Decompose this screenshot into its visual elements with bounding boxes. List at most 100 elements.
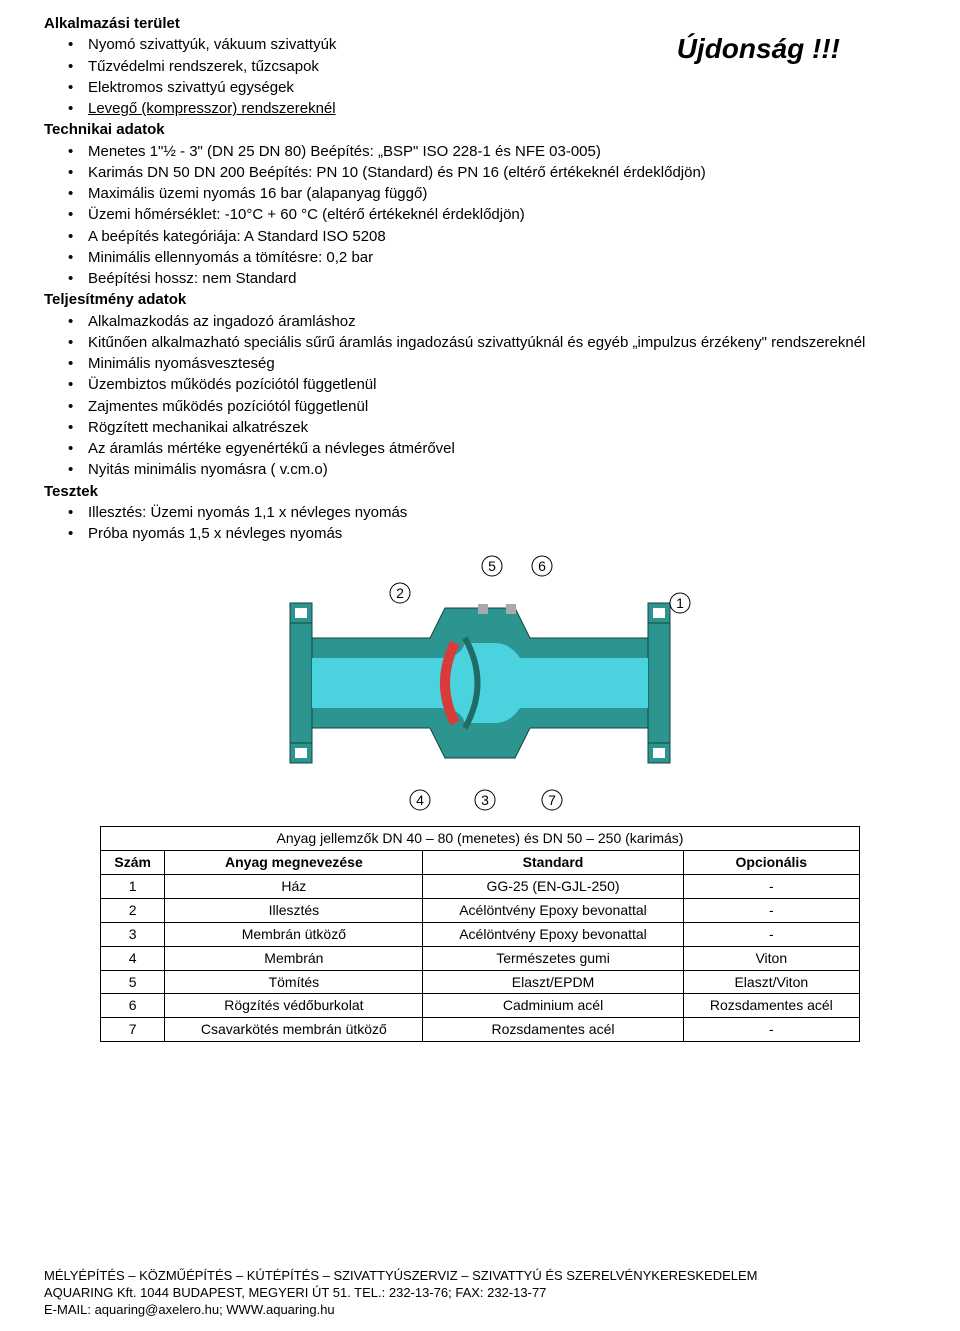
table-cell: Ház xyxy=(165,875,423,899)
page-footer: MÉLYÉPÍTÉS – KÖZMŰÉPÍTÉS – KÚTÉPÍTÉS – S… xyxy=(44,1268,916,1319)
table-cell: Elaszt/Viton xyxy=(683,970,859,994)
callout-3: 3 xyxy=(481,792,489,808)
performance-data-list: Alkalmazkodás az ingadozó áramláshoz Kit… xyxy=(44,312,916,481)
list-item: Az áramlás mértéke egyenértékű a névlege… xyxy=(88,439,916,459)
list-item-text: Zajmentes működés pozíciótól függetlenül xyxy=(88,398,368,415)
table-cell: - xyxy=(683,922,859,946)
table-cell: 6 xyxy=(101,994,165,1018)
materials-table: Anyag jellemzők DN 40 – 80 (menetes) és … xyxy=(100,826,860,1042)
list-item-text: Karimás DN 50 DN 200 Beépítés: PN 10 (St… xyxy=(88,164,706,181)
list-item-text: Kitűnően alkalmazható speciális sűrű ára… xyxy=(88,334,865,351)
list-item: Levegő (kompresszor) rendszereknél xyxy=(88,99,916,119)
list-item-text: Üzembiztos működés pozíciótól függetlenü… xyxy=(88,376,377,393)
list-item: Maximális üzemi nyomás 16 bar (alapanyag… xyxy=(88,184,916,204)
list-item: Nyitás minimális nyomásra ( v.cm.o) xyxy=(88,460,916,480)
table-cell: 4 xyxy=(101,946,165,970)
tests-list: Illesztés: Üzemi nyomás 1,1 x névleges n… xyxy=(44,503,916,545)
table-row: 7Csavarkötés membrán ütközőRozsdamentes … xyxy=(101,1018,860,1042)
list-item: Zajmentes működés pozíciótól függetlenül xyxy=(88,397,916,417)
list-item: Próba nyomás 1,5 x névleges nyomás xyxy=(88,524,916,544)
callout-1: 1 xyxy=(676,595,684,611)
footer-line-1: MÉLYÉPÍTÉS – KÖZMŰÉPÍTÉS – KÚTÉPÍTÉS – S… xyxy=(44,1268,916,1285)
list-item: Karimás DN 50 DN 200 Beépítés: PN 10 (St… xyxy=(88,163,916,183)
table-cell: Illesztés xyxy=(165,898,423,922)
table-cell: GG-25 (EN-GJL-250) xyxy=(423,875,683,899)
callout-5: 5 xyxy=(488,558,496,574)
callout-6: 6 xyxy=(538,558,546,574)
table-cell: 7 xyxy=(101,1018,165,1042)
list-item-text: Az áramlás mértéke egyenértékű a névlege… xyxy=(88,440,455,457)
list-item-text: Levegő (kompresszor) rendszereknél xyxy=(88,100,336,117)
table-cell: Rozsdamentes acél xyxy=(683,994,859,1018)
table-row: 3Membrán ütközőAcélöntvény Epoxy bevonat… xyxy=(101,922,860,946)
table-cell: 3 xyxy=(101,922,165,946)
table-cell: - xyxy=(683,898,859,922)
table-row: 2IllesztésAcélöntvény Epoxy bevonattal- xyxy=(101,898,860,922)
col-szam: Szám xyxy=(101,851,165,875)
table-row: 4MembránTermészetes gumiViton xyxy=(101,946,860,970)
list-item: Beépítési hossz: nem Standard xyxy=(88,269,916,289)
table-cell: Viton xyxy=(683,946,859,970)
list-item-text: Menetes 1"½ - 3" (DN 25 DN 80) Beépítés:… xyxy=(88,143,601,160)
technical-data-list: Menetes 1"½ - 3" (DN 25 DN 80) Beépítés:… xyxy=(44,142,916,290)
table-cell: Membrán ütköző xyxy=(165,922,423,946)
tests-title: Tesztek xyxy=(44,482,916,502)
list-item-text: Maximális üzemi nyomás 16 bar (alapanyag… xyxy=(88,185,427,202)
col-standard: Standard xyxy=(423,851,683,875)
list-item: Illesztés: Üzemi nyomás 1,1 x névleges n… xyxy=(88,503,916,523)
list-item: A beépítés kategóriája: A Standard ISO 5… xyxy=(88,227,916,247)
list-item-text: Minimális ellennyomás a tömítésre: 0,2 b… xyxy=(88,249,373,266)
col-opcionalis: Opcionális xyxy=(683,851,859,875)
list-item-text: Üzemi hőmérséklet: -10°C + 60 °C (eltérő… xyxy=(88,206,525,223)
table-cell: Tömítés xyxy=(165,970,423,994)
table-row: 1HázGG-25 (EN-GJL-250)- xyxy=(101,875,860,899)
application-area-list: Nyomó szivattyúk, vákuum szivattyúk Tűzv… xyxy=(44,35,916,119)
callout-7: 7 xyxy=(548,792,556,808)
table-cell: 2 xyxy=(101,898,165,922)
table-cell: 1 xyxy=(101,875,165,899)
footer-line-3: E-MAIL: aquaring@axelero.hu; WWW.aquarin… xyxy=(44,1302,916,1319)
list-item-text: Tűzvédelmi rendszerek, tűzcsapok xyxy=(88,58,319,75)
callout-2: 2 xyxy=(396,585,404,601)
table-cell: Csavarkötés membrán ütköző xyxy=(165,1018,423,1042)
table-cell: Acélöntvény Epoxy bevonattal xyxy=(423,922,683,946)
list-item: Minimális ellennyomás a tömítésre: 0,2 b… xyxy=(88,248,916,268)
list-item: Minimális nyomásveszteség xyxy=(88,354,916,374)
valve-diagram: 5 6 2 1 4 3 7 xyxy=(260,548,700,818)
list-item: Üzembiztos működés pozíciótól függetlenü… xyxy=(88,375,916,395)
list-item: Tűzvédelmi rendszerek, tűzcsapok xyxy=(88,57,916,77)
list-item: Elektromos szivattyú egységek xyxy=(88,78,916,98)
list-item-text: Minimális nyomásveszteség xyxy=(88,355,275,372)
table-cell: Rozsdamentes acél xyxy=(423,1018,683,1042)
list-item: Rögzített mechanikai alkatrészek xyxy=(88,418,916,438)
list-item-text: Illesztés: Üzemi nyomás 1,1 x névleges n… xyxy=(88,504,407,521)
table-cell: 5 xyxy=(101,970,165,994)
list-item-text: Nyomó szivattyúk, vákuum szivattyúk xyxy=(88,36,336,53)
table-cell: Elaszt/EPDM xyxy=(423,970,683,994)
list-item-text: Próba nyomás 1,5 x névleges nyomás xyxy=(88,525,342,542)
list-item: Alkalmazkodás az ingadozó áramláshoz xyxy=(88,312,916,332)
table-cell: - xyxy=(683,875,859,899)
table-cell: Acélöntvény Epoxy bevonattal xyxy=(423,898,683,922)
list-item-text: A beépítés kategóriája: A Standard ISO 5… xyxy=(88,228,386,245)
table-cell: Membrán xyxy=(165,946,423,970)
materials-table-caption: Anyag jellemzők DN 40 – 80 (menetes) és … xyxy=(101,827,860,851)
col-anyag: Anyag megnevezése xyxy=(165,851,423,875)
list-item-text: Rögzített mechanikai alkatrészek xyxy=(88,419,308,436)
list-item-text: Nyitás minimális nyomásra ( v.cm.o) xyxy=(88,461,328,478)
performance-data-title: Teljesítmény adatok xyxy=(44,290,916,310)
table-row: 5TömítésElaszt/EPDMElaszt/Viton xyxy=(101,970,860,994)
technical-data-title: Technikai adatok xyxy=(44,120,916,140)
list-item-text: Elektromos szivattyú egységek xyxy=(88,79,294,96)
footer-line-2: AQUARING Kft. 1044 BUDAPEST, MEGYERI ÚT … xyxy=(44,1285,916,1302)
table-cell: Természetes gumi xyxy=(423,946,683,970)
list-item: Üzemi hőmérséklet: -10°C + 60 °C (eltérő… xyxy=(88,205,916,225)
table-row: 6Rögzítés védőburkolatCadminium acélRozs… xyxy=(101,994,860,1018)
list-item-text: Beépítési hossz: nem Standard xyxy=(88,270,296,287)
table-cell: Cadminium acél xyxy=(423,994,683,1018)
table-cell: Rögzítés védőburkolat xyxy=(165,994,423,1018)
table-cell: - xyxy=(683,1018,859,1042)
list-item: Nyomó szivattyúk, vákuum szivattyúk xyxy=(88,35,916,55)
list-item: Kitűnően alkalmazható speciális sűrű ára… xyxy=(88,333,916,353)
list-item: Menetes 1"½ - 3" (DN 25 DN 80) Beépítés:… xyxy=(88,142,916,162)
